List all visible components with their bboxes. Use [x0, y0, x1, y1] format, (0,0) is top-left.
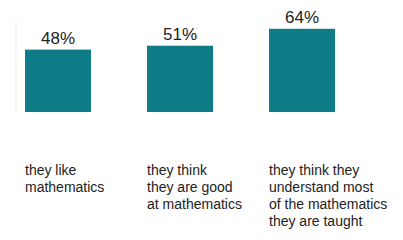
bar	[147, 46, 213, 112]
data-label: 64%	[285, 8, 319, 27]
chart: 48% 51% 64% they likemathematics they thinkt…	[0, 0, 403, 240]
data-label: 51%	[163, 25, 197, 44]
category-label: they likemathematics	[25, 162, 104, 195]
bar	[25, 50, 91, 112]
bar	[269, 29, 335, 112]
y-axis-line	[16, 21, 17, 112]
category-label: they thinkthey are goodat mathematics	[147, 162, 242, 212]
category-label: they think theyunderstand mostof the mat…	[269, 162, 387, 229]
data-label: 48%	[41, 29, 75, 48]
